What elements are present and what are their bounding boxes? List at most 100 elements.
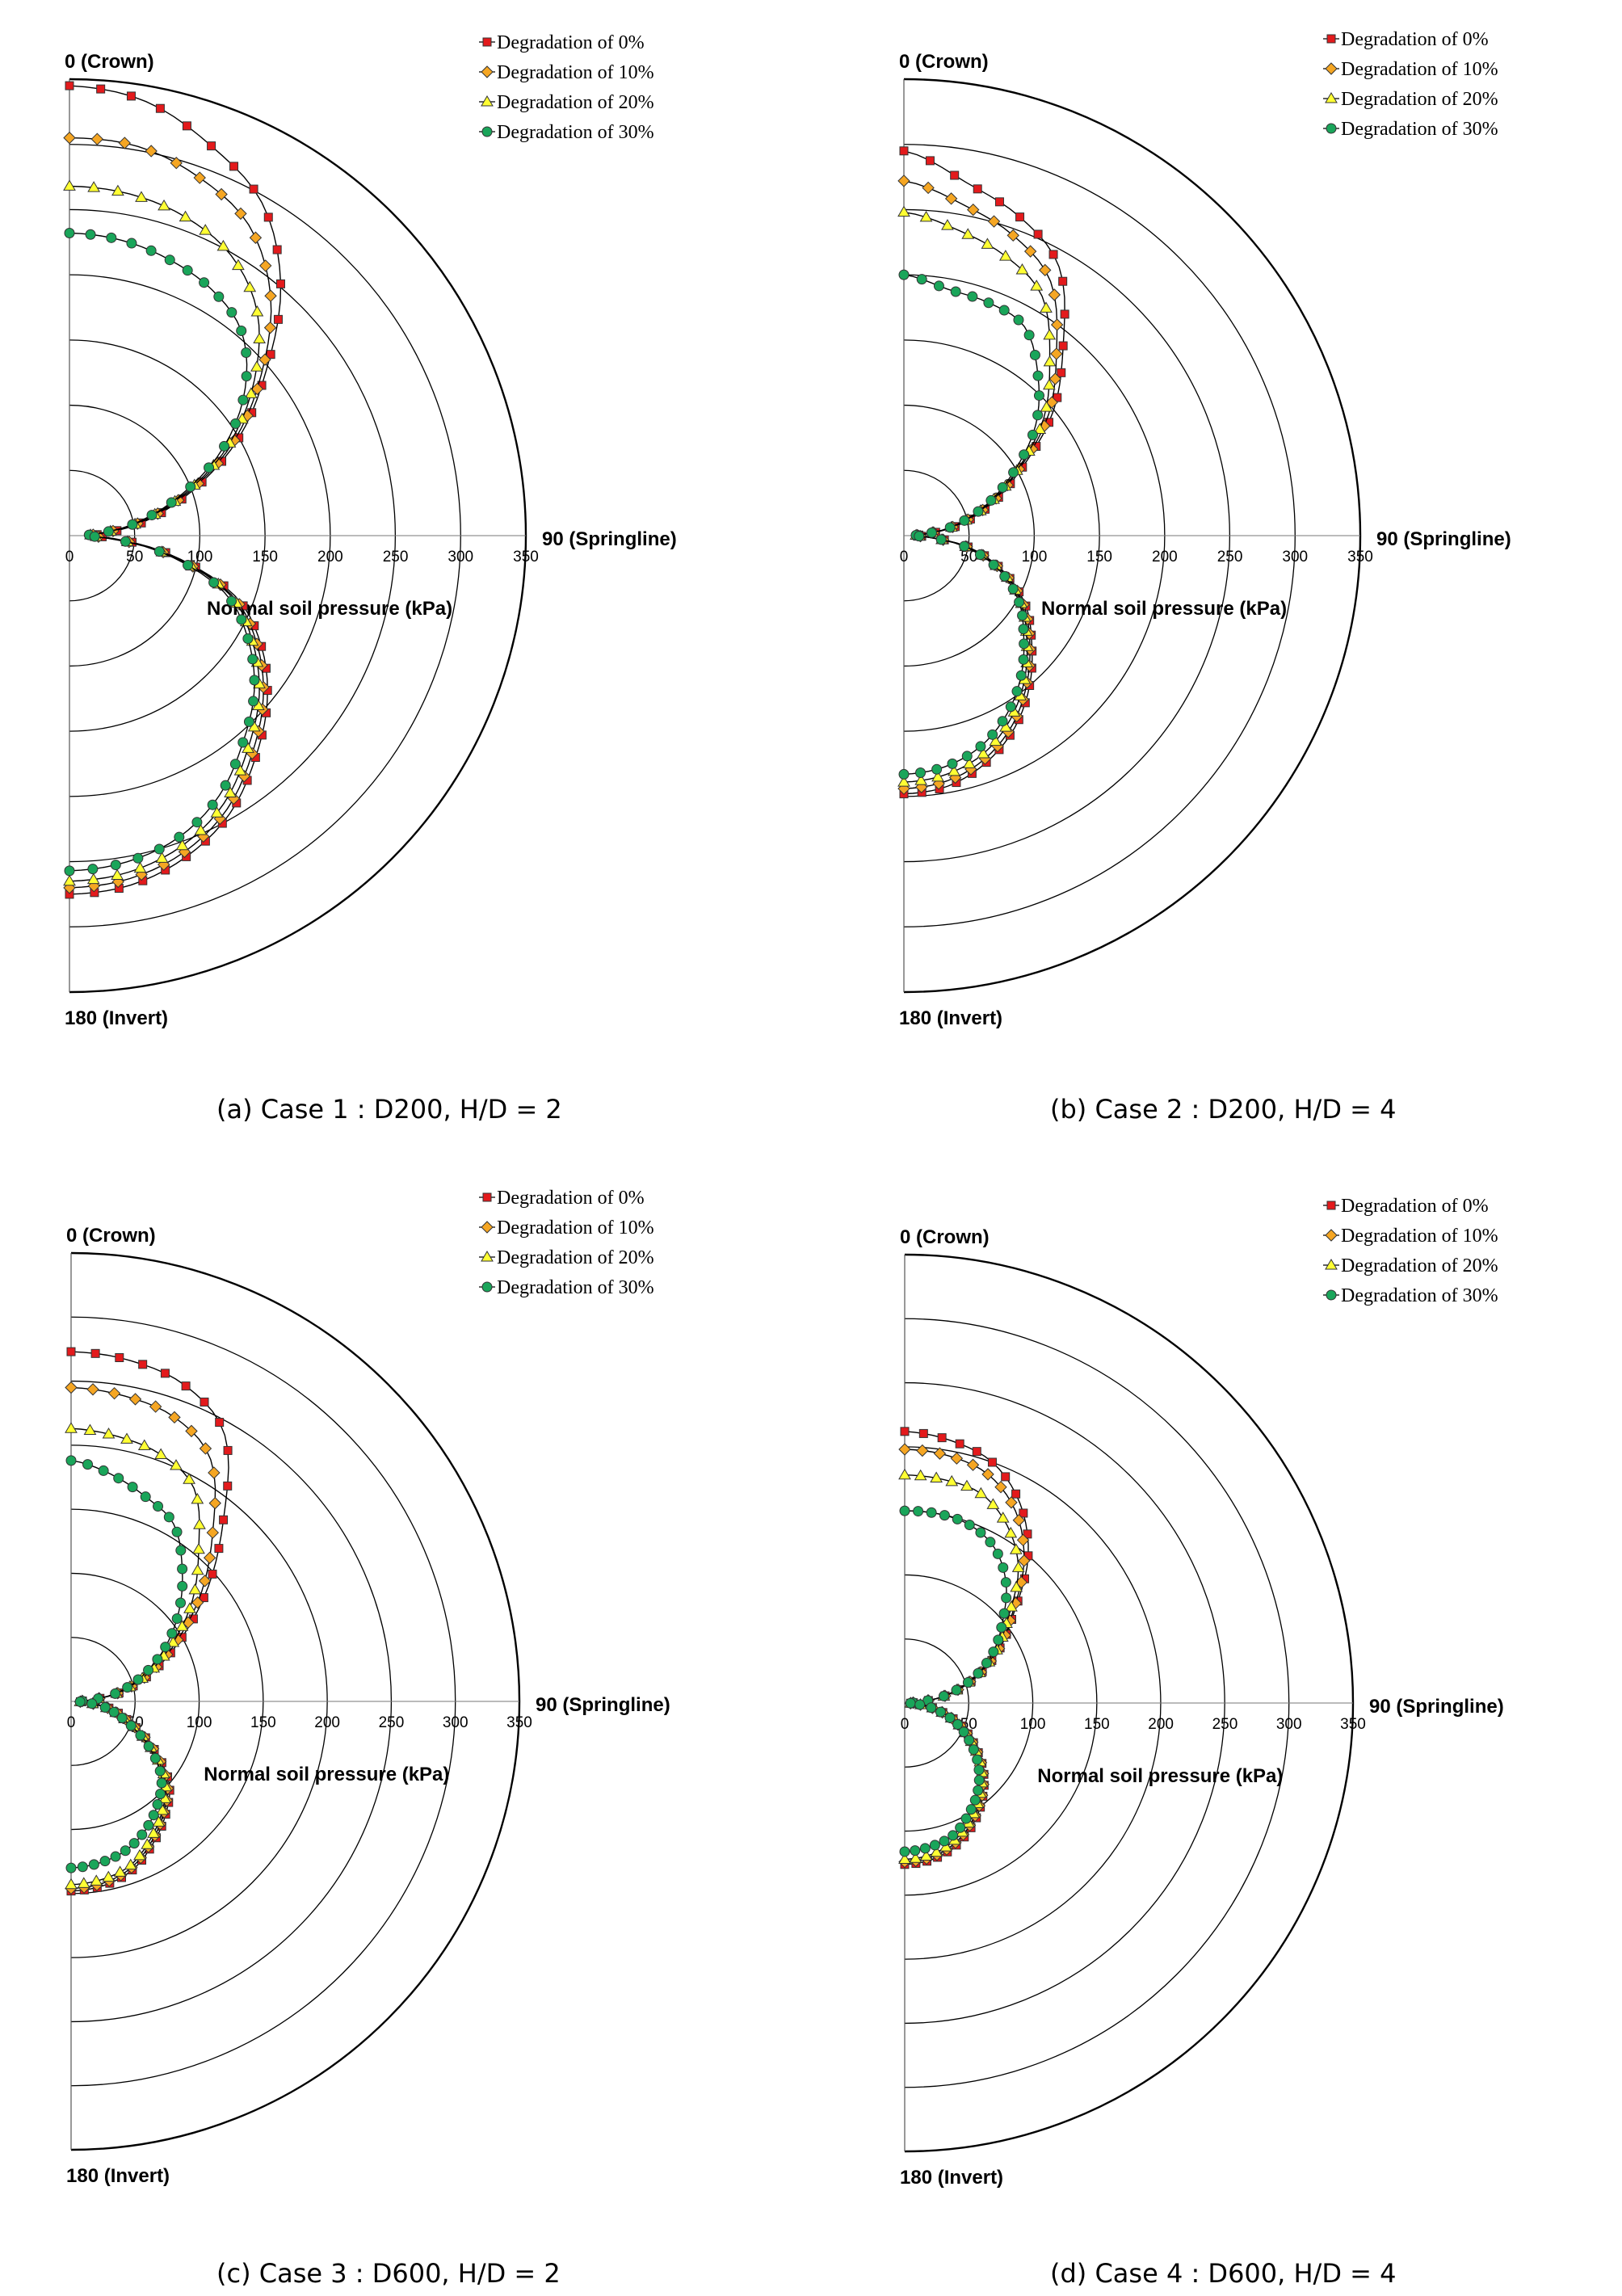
data-point	[914, 531, 925, 542]
data-point	[127, 1482, 138, 1493]
data-point	[230, 418, 242, 429]
radial-tick-label: 200	[1148, 1716, 1174, 1733]
data-point	[243, 280, 257, 292]
data-point	[63, 179, 76, 191]
data-point	[65, 1422, 78, 1433]
legend-marker	[1326, 1201, 1336, 1210]
data-point	[950, 286, 961, 297]
legend: Degradation of 0% Degradation of 10% Degra…	[1323, 29, 1498, 140]
data-point	[914, 774, 928, 785]
legend-marker	[481, 126, 493, 137]
data-point	[147, 1827, 160, 1838]
data-point	[916, 1444, 929, 1457]
data-point	[1058, 341, 1068, 351]
data-point	[1027, 429, 1038, 440]
data-point	[236, 325, 247, 336]
data-point	[191, 1492, 204, 1504]
data-point	[86, 1383, 99, 1396]
radial-tick-label: 50	[126, 549, 143, 566]
data-point	[243, 716, 254, 727]
radial-tick-label: 250	[1217, 549, 1243, 566]
series-line	[70, 1386, 216, 1890]
data-point	[250, 305, 264, 317]
data-point	[168, 1411, 181, 1424]
series-0pct	[65, 81, 285, 899]
data-point	[249, 675, 260, 686]
data-point	[77, 1877, 90, 1888]
data-point	[1011, 1489, 1021, 1499]
data-point	[236, 614, 247, 625]
data-point	[224, 786, 237, 798]
legend-entry: Degradation of 10%	[497, 62, 654, 83]
legend: Degradation of 0% Degradation of 10% Degra…	[479, 32, 654, 143]
data-point	[1006, 229, 1019, 242]
series-0pct	[900, 1427, 1033, 1869]
legend-entry: Degradation of 30%	[1341, 1285, 1498, 1306]
data-point	[275, 279, 285, 288]
data-point	[133, 1848, 146, 1861]
legend-marker	[1325, 92, 1338, 103]
data-point	[909, 1852, 922, 1863]
legend-entry: Degradation of 30%	[1341, 119, 1498, 140]
data-point	[1039, 263, 1052, 277]
data-point	[191, 817, 203, 828]
data-point	[102, 1870, 116, 1882]
data-point	[926, 1702, 937, 1714]
data-point	[182, 121, 191, 131]
data-point	[174, 831, 185, 843]
data-point	[199, 277, 210, 288]
legend-entry: Degradation of 10%	[1341, 59, 1498, 80]
legend-marker	[481, 1281, 493, 1293]
data-point	[915, 767, 927, 778]
data-point	[944, 192, 958, 205]
data-point	[992, 1548, 1003, 1559]
radial-tick-label: 100	[187, 1714, 212, 1731]
data-point	[1023, 245, 1037, 258]
data-point	[935, 1706, 947, 1718]
data-point	[64, 865, 75, 877]
radial-tick-label: 200	[1152, 549, 1178, 566]
legend: Degradation of 0% Degradation of 10% Degra…	[1323, 1196, 1498, 1306]
data-point	[1015, 212, 1025, 222]
data-point	[143, 1664, 154, 1676]
data-point	[1023, 1529, 1032, 1539]
data-point	[919, 1849, 933, 1861]
data-point	[1017, 610, 1028, 621]
data-point	[272, 245, 282, 254]
data-point	[1048, 288, 1061, 301]
data-point	[973, 184, 982, 194]
radial-tick-label: 50	[960, 549, 977, 566]
data-point	[103, 526, 114, 537]
data-point	[193, 171, 206, 184]
data-point	[966, 1458, 980, 1471]
data-point	[926, 1507, 937, 1518]
data-point	[183, 560, 194, 571]
data-point	[973, 1764, 985, 1776]
data-point	[933, 1447, 947, 1460]
data-point	[108, 1706, 120, 1718]
legend: Degradation of 0% Degradation of 10% Degra…	[479, 1188, 654, 1298]
legend-entry: Degradation of 10%	[1341, 1226, 1498, 1247]
data-point	[898, 768, 910, 780]
data-point	[1033, 229, 1043, 239]
data-point	[1048, 372, 1062, 385]
data-point	[1005, 1496, 1018, 1509]
data-point	[996, 1621, 1007, 1633]
data-point	[967, 291, 978, 302]
data-point	[1016, 1533, 1030, 1546]
data-point	[87, 864, 99, 875]
data-point	[135, 191, 148, 202]
data-point	[152, 1799, 163, 1810]
data-point	[207, 799, 218, 810]
data-point	[259, 259, 272, 272]
series-10pct	[65, 1381, 221, 1895]
data-point	[220, 780, 231, 791]
data-point	[191, 1596, 204, 1609]
data-point	[98, 1465, 109, 1476]
series-line	[904, 1474, 1019, 1861]
legend-marker	[482, 1192, 492, 1202]
data-point	[124, 1858, 137, 1870]
data-point	[141, 1838, 154, 1849]
data-point	[99, 1856, 111, 1867]
data-point	[958, 1726, 969, 1738]
